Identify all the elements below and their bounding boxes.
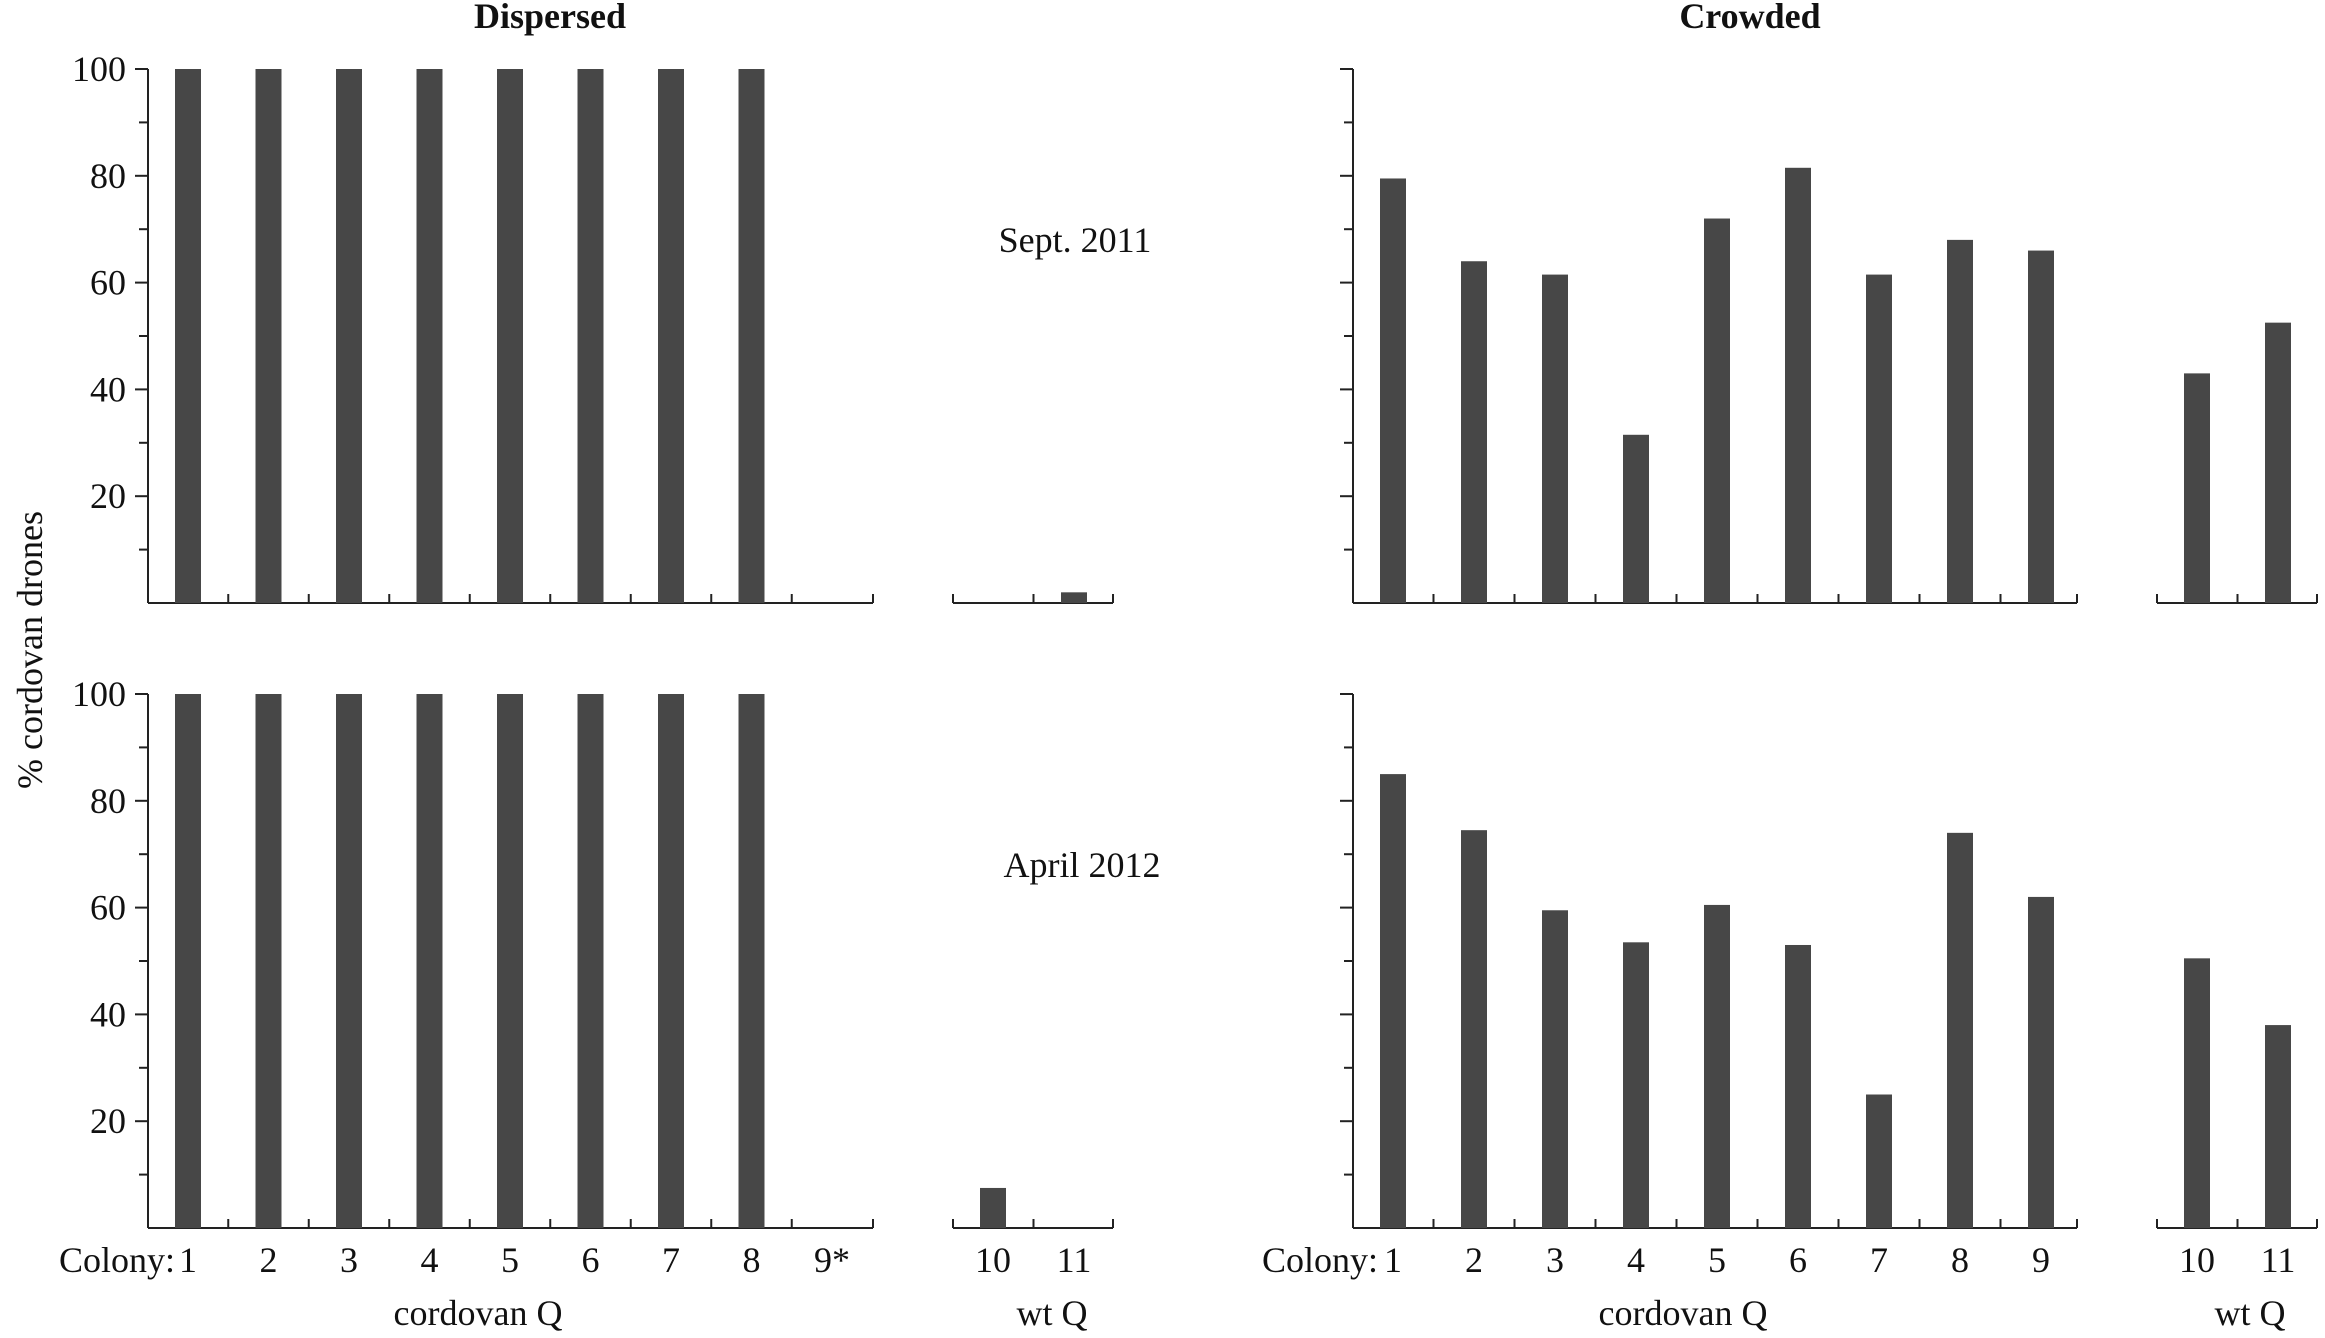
bar-colony-8 — [738, 694, 765, 1228]
bar-colony-11 — [2265, 1025, 2291, 1228]
bar-colony-2 — [255, 69, 282, 603]
bar-colony-5 — [497, 694, 523, 1228]
bar-colony-2 — [1461, 830, 1487, 1228]
period-label-april-2012: April 2012 — [1004, 845, 1161, 885]
group-label-wt-q: wt Q — [2215, 1293, 2286, 1333]
group-label-cordovan-q: cordovan Q — [1599, 1293, 1768, 1333]
bar-colony-7 — [1866, 274, 1892, 603]
x-tick-label: 5 — [1708, 1240, 1726, 1280]
x-tick-label: 8 — [1951, 1240, 1969, 1280]
bar-colony-9 — [2028, 250, 2054, 603]
x-tick-label: 10 — [975, 1240, 1011, 1280]
bar-colony-4 — [1623, 942, 1649, 1228]
bar-colony-11 — [2265, 322, 2291, 603]
bar-colony-11 — [1061, 592, 1087, 603]
x-tick-label: 10 — [2179, 1240, 2215, 1280]
x-tick-label: 2 — [260, 1240, 278, 1280]
bar-colony-6 — [1785, 167, 1811, 604]
bar-colony-10 — [980, 1187, 1006, 1228]
bar-colony-1 — [1380, 178, 1406, 603]
y-tick-label: 60 — [90, 888, 126, 928]
bar-colony-9 — [2028, 896, 2054, 1228]
x-tick-label: 1 — [179, 1240, 197, 1280]
x-tick-label: 3 — [340, 1240, 358, 1280]
bar-colony-3 — [1542, 910, 1568, 1228]
bar-colony-6 — [577, 694, 604, 1228]
x-tick-label: 8 — [743, 1240, 761, 1280]
y-tick-label: 80 — [90, 781, 126, 821]
x-tick-label: 4 — [1627, 1240, 1645, 1280]
x-tick-label: 11 — [1057, 1240, 1092, 1280]
group-label-cordovan-q: cordovan Q — [394, 1293, 563, 1333]
x-tick-label: 2 — [1465, 1240, 1483, 1280]
y-axis-label: % cordovan drones — [10, 511, 50, 789]
bar-colony-3 — [1542, 274, 1568, 603]
x-tick-label: 7 — [1870, 1240, 1888, 1280]
bar-colony-1 — [175, 694, 201, 1228]
crowded-title: Crowded — [1679, 0, 1820, 36]
bar-colony-2 — [255, 694, 282, 1228]
bar-colony-8 — [1947, 832, 1973, 1228]
bar-colony-5 — [1704, 218, 1730, 603]
bar-colony-7 — [1866, 1094, 1892, 1228]
x-tick-label: 1 — [1384, 1240, 1402, 1280]
bar-colony-5 — [1704, 904, 1730, 1228]
bar-colony-6 — [1785, 944, 1811, 1228]
bar-colony-4 — [416, 69, 443, 603]
y-tick-label: 80 — [90, 156, 126, 196]
bar-colony-7 — [658, 69, 684, 603]
y-tick-label: 60 — [90, 263, 126, 303]
x-tick-label: 6 — [1789, 1240, 1807, 1280]
bar-colony-6 — [577, 69, 604, 603]
x-tick-label: 6 — [582, 1240, 600, 1280]
y-tick-label: 100 — [72, 674, 126, 714]
y-tick-label: 100 — [72, 49, 126, 89]
bar-colony-8 — [738, 69, 765, 603]
y-tick-label: 40 — [90, 994, 126, 1034]
y-tick-label: 20 — [90, 476, 126, 516]
bar-colony-2 — [1461, 261, 1487, 603]
bar-colony-5 — [497, 69, 523, 603]
x-tick-label: 11 — [2261, 1240, 2296, 1280]
bar-colony-10 — [2184, 373, 2210, 603]
x-tick-label: 9 — [2032, 1240, 2050, 1280]
bar-colony-1 — [1380, 774, 1406, 1228]
group-label-wt-q: wt Q — [1017, 1293, 1088, 1333]
bar-colony-8 — [1947, 239, 1973, 603]
bar-colony-3 — [336, 694, 362, 1228]
x-tick-label: 5 — [501, 1240, 519, 1280]
bar-colony-10 — [2184, 958, 2210, 1228]
bar-colony-4 — [1623, 434, 1649, 603]
bar-colony-4 — [416, 694, 443, 1228]
colony-prefix-label: Colony: — [59, 1240, 175, 1280]
bar-colony-3 — [336, 69, 362, 603]
y-tick-label: 20 — [90, 1101, 126, 1141]
x-tick-label: 3 — [1546, 1240, 1564, 1280]
dispersed-title: Dispersed — [474, 0, 626, 36]
x-tick-label: 4 — [421, 1240, 439, 1280]
bar-colony-1 — [175, 69, 201, 603]
y-tick-label: 40 — [90, 369, 126, 409]
x-tick-label: 7 — [662, 1240, 680, 1280]
bar-colony-7 — [658, 694, 684, 1228]
x-tick-label: 9* — [814, 1240, 850, 1280]
colony-prefix-label: Colony: — [1262, 1240, 1378, 1280]
period-label-sept-2011: Sept. 2011 — [999, 220, 1152, 260]
